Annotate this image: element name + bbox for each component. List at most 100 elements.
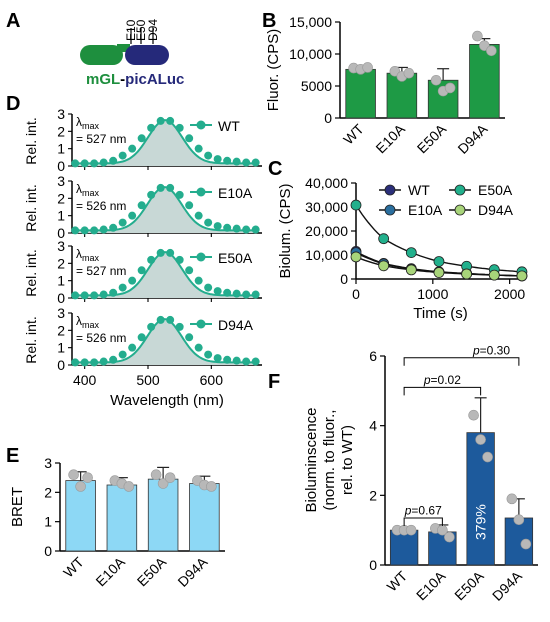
y-tick-label: 0 — [57, 290, 65, 306]
legend-label-wt: WT — [408, 182, 430, 198]
x-tick-label-d94a: D94A — [489, 567, 526, 604]
replicate-point — [164, 472, 176, 483]
y-tick-label: 10,000 — [305, 247, 348, 263]
spectrum-point — [213, 155, 222, 164]
lambda-symbol: λ — [76, 115, 82, 129]
spectrum-point — [156, 248, 165, 257]
lambda-subscript: max — [82, 253, 100, 263]
replicate-point — [486, 45, 497, 57]
legend-label-d94a: D94A — [478, 202, 514, 218]
significance-label: p=0.67 — [404, 503, 442, 517]
linker — [117, 44, 130, 52]
x-tick-label-wt: WT — [384, 567, 411, 594]
spectrum-point — [166, 183, 175, 192]
spectrum-point — [80, 291, 89, 300]
y-tick-label: 3 — [57, 173, 65, 189]
data-point-d94a — [461, 268, 473, 280]
bar-wt — [345, 68, 376, 119]
spectrum-point — [251, 290, 260, 299]
spectrum-point — [194, 144, 203, 153]
legend-label-e10a: E10A — [218, 185, 253, 201]
y-axis-title: Rel. int. — [23, 249, 39, 296]
lambda-symbol: λ — [76, 182, 82, 196]
y-tick-label: 0 — [369, 557, 377, 573]
y-axis-title: Rel. int. — [23, 316, 39, 363]
data-point-e50a — [433, 256, 445, 267]
spectrum-point — [71, 291, 80, 300]
x-tick-label-e10a: E10A — [92, 553, 128, 589]
chart-e-bret: 0 1 2 3 WT E10A E50A D94A BRET — [9, 455, 225, 590]
legend-marker — [384, 204, 396, 216]
bar-d94a — [469, 44, 500, 119]
replicate-point — [430, 74, 442, 86]
data-point-d94a — [488, 269, 500, 281]
spectrum-point — [251, 225, 260, 234]
spectrum-point — [251, 357, 260, 366]
picaluc-domain — [125, 45, 169, 65]
data-point-d94a — [405, 264, 417, 276]
y-axis-title-line2: (norm. to fluor., — [321, 410, 338, 511]
y-axis-title-line3: rel. to WT) — [339, 425, 356, 495]
y-tick-label: 1 — [44, 514, 52, 530]
spectrum-point — [90, 358, 99, 367]
spectrum-point — [175, 123, 184, 132]
spectrum-point — [185, 333, 194, 342]
y-tick-label: 3 — [57, 305, 65, 321]
legend-marker — [454, 204, 466, 216]
replicate-point — [68, 469, 79, 481]
lambda-max-value: = 527 nm — [76, 132, 126, 146]
spectrum-fill — [75, 252, 256, 298]
significance-label: p=0.02 — [423, 373, 461, 387]
bar-wt — [389, 529, 419, 566]
x-tick-label-d94a: D94A — [454, 120, 491, 157]
replicate-point — [362, 62, 373, 73]
replicate-point — [444, 531, 455, 543]
spectrum-point — [166, 315, 175, 324]
spectrum-point — [99, 225, 108, 234]
data-point-e50a — [350, 199, 362, 211]
bar-annotation-percent: 379% — [473, 504, 489, 540]
replicate-point — [405, 524, 417, 536]
data-point-d94a — [378, 260, 390, 272]
replicate-point — [75, 481, 86, 492]
spectrum-point — [185, 266, 194, 275]
spectrum-fill — [75, 187, 256, 233]
spectrum-point — [118, 218, 127, 227]
data-point-d94a — [350, 251, 362, 263]
panel-label-f: F — [268, 371, 280, 393]
replicate-point — [206, 481, 217, 492]
spectrum-point — [128, 343, 137, 352]
y-tick-label: 20,000 — [305, 223, 348, 239]
spectrum-point — [223, 156, 232, 165]
bar-d94a — [189, 483, 220, 552]
bar-wt — [65, 480, 96, 552]
spectrum-point — [147, 190, 156, 199]
y-tick-label: 2 — [369, 487, 377, 503]
y-tick-label: 1 — [57, 208, 65, 224]
construct-name: mGL-picALuc — [86, 71, 184, 88]
y-tick-label: 0 — [44, 543, 52, 559]
spectrum-point — [118, 151, 127, 160]
bar-e10a — [106, 484, 138, 552]
x-tick-label-e50a: E50A — [451, 567, 487, 603]
replicate-point — [513, 514, 525, 526]
spectrum-point — [204, 151, 213, 160]
spectrum-point — [80, 358, 89, 367]
construct-schematic: E10 E50 D94 mGL-picALuc — [80, 19, 184, 88]
spectrum-point — [185, 201, 194, 210]
spectrum-point — [232, 157, 241, 166]
spectrum-point — [194, 343, 203, 352]
legend-marker — [196, 187, 206, 197]
x-tick-label-e50a: E50A — [134, 553, 170, 589]
lambda-max-value: = 526 nm — [76, 331, 126, 345]
legend-label-wt: WT — [218, 118, 240, 134]
spectrum-point — [80, 226, 89, 235]
spectrum-point — [156, 315, 165, 324]
lambda-max-value: = 526 nm — [76, 199, 126, 213]
spectrum-point — [185, 134, 194, 143]
mut-label-e50: E50 — [134, 19, 148, 41]
spectrum-point — [80, 159, 89, 168]
spectrum-point — [128, 144, 137, 153]
lambda-max-label: λmax — [76, 247, 100, 263]
